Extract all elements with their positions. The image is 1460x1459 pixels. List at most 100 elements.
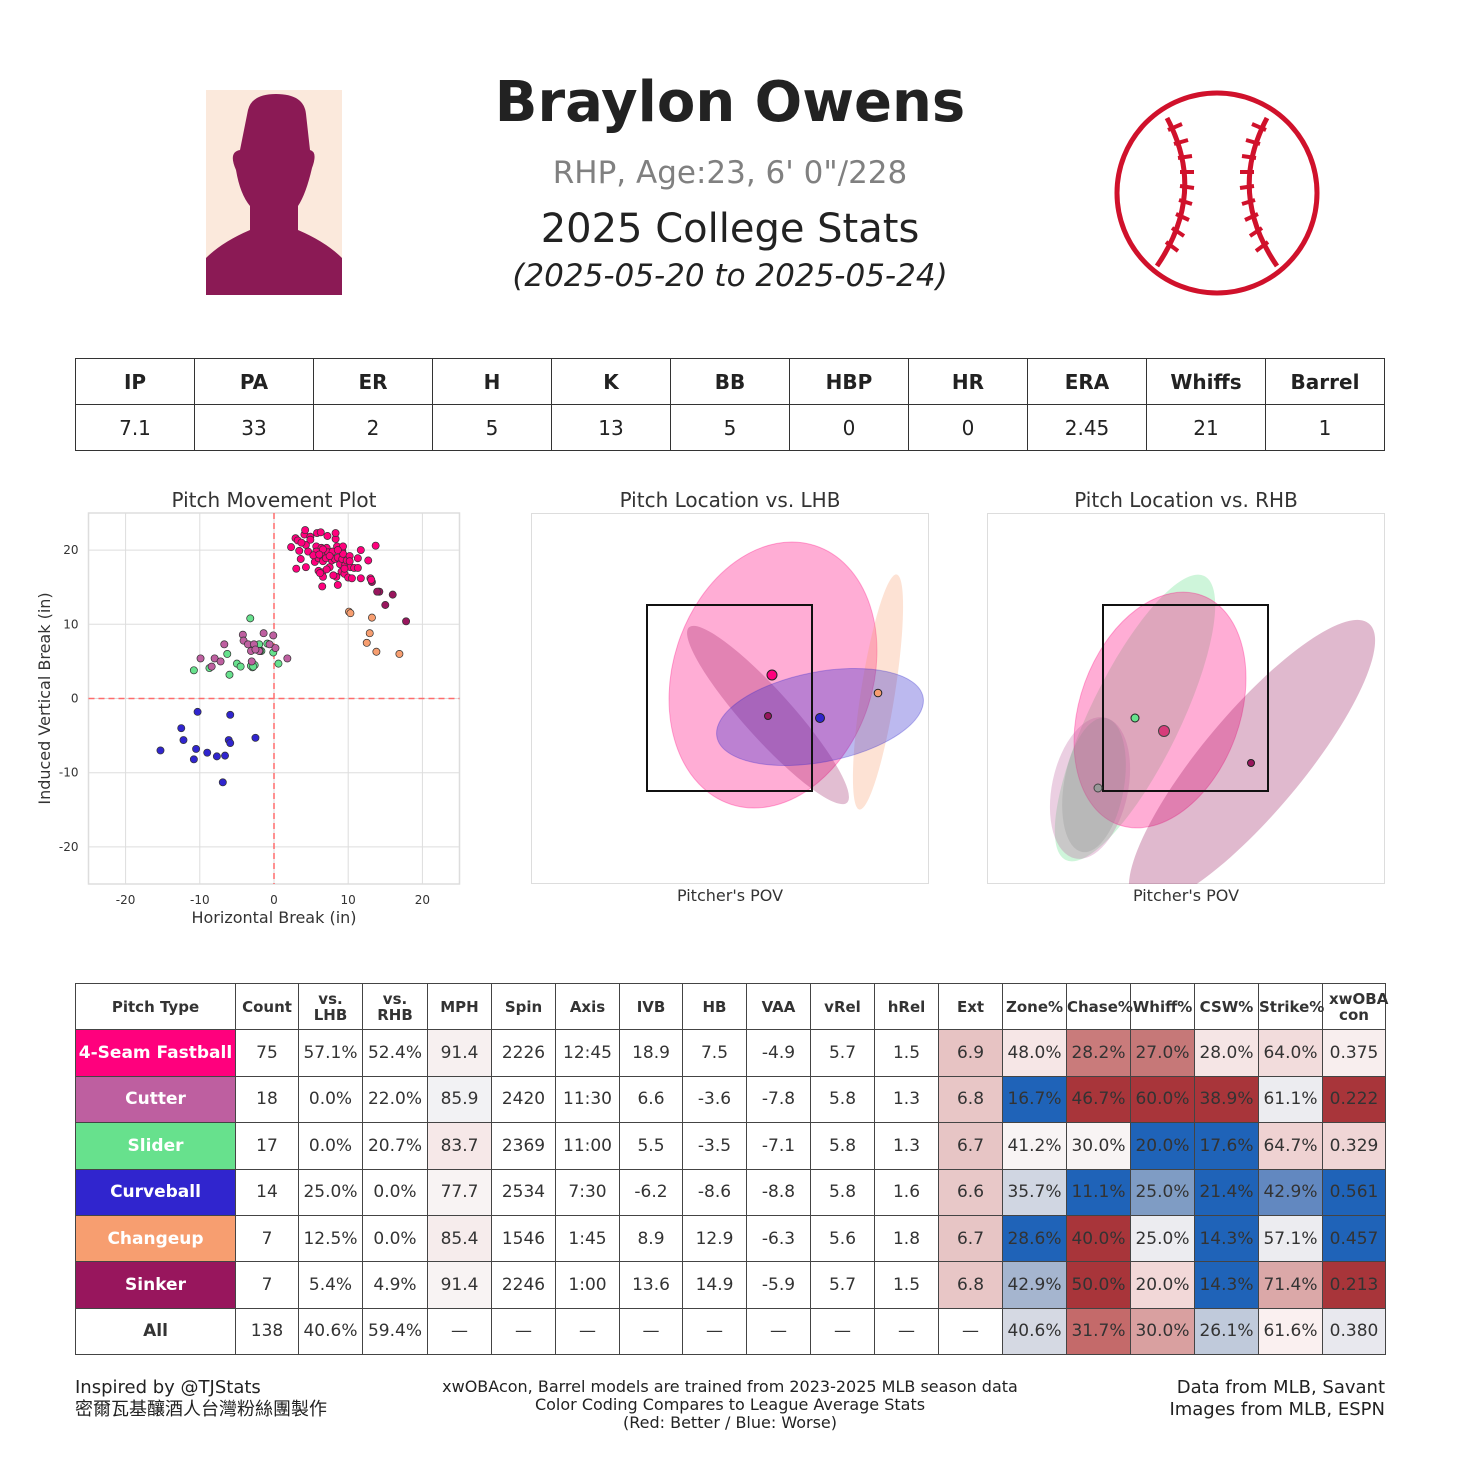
column-header-text: xwOBA con (1329, 989, 1389, 1024)
summary-value-hr: 0 (908, 404, 1028, 451)
pitch-type-cell: Changeup (75, 1214, 236, 1263)
column-header-strike: Strike% (1258, 982, 1324, 1031)
cell-count: 7 (235, 1214, 299, 1263)
pitch-breakdown-table: Pitch Type Count vs. LHB vs. RHB MPH Spin Axis… (75, 982, 1389, 1356)
plot-frame (531, 513, 929, 884)
cell-ivb: -6.2 (619, 1168, 683, 1216)
date-range: (2025-05-20 to 2025-05-24) (512, 258, 948, 294)
4-seam-fastball-point (333, 581, 342, 589)
cell-chase: 31.7% (1066, 1307, 1131, 1356)
pitch-type-cell: Slider (75, 1122, 236, 1170)
changeup-point (372, 647, 381, 656)
cell-csw: 17.6% (1194, 1122, 1259, 1170)
pitch-type-cell: Cutter (75, 1075, 236, 1124)
cell-spin: 2369 (491, 1122, 556, 1170)
cell-vs-lhb: 40.6% (298, 1307, 363, 1356)
4-seam-fastball-point (292, 564, 301, 573)
summary-header-bb: BB (670, 358, 790, 405)
changeup-mean-location (873, 688, 883, 698)
summary-header-h: H (432, 358, 552, 405)
cell-whiff: 20.0% (1130, 1122, 1195, 1170)
column-header-mph: MPH (427, 982, 492, 1031)
cell-whiff: 25.0% (1130, 1168, 1195, 1216)
summary-header-whiffs: Whiffs (1146, 358, 1266, 405)
cutter-point (216, 657, 225, 666)
cell-ext: 6.7 (938, 1122, 1003, 1170)
slider-point (189, 666, 198, 675)
4-seam-fastball-point (347, 574, 356, 583)
summary-value-barrel: 1 (1265, 404, 1385, 451)
summary-value-er: 2 (313, 404, 433, 451)
cutter-mean-location (1093, 783, 1103, 793)
cutter-point (251, 645, 260, 654)
sinker-mean-location (764, 712, 772, 720)
4-seam-fastball-point (318, 582, 327, 591)
slider-point (246, 614, 255, 623)
cell-hb: -3.5 (682, 1122, 747, 1170)
cell-chase: 46.7% (1066, 1075, 1131, 1124)
summary-value-k: 13 (551, 404, 671, 451)
cutter-point (283, 654, 292, 663)
column-header-xwoba-con: xwOBA con (1322, 982, 1389, 1031)
player-photo (206, 90, 342, 295)
4-seam-fastball-point (325, 552, 334, 560)
changeup-point (365, 629, 374, 638)
image-source: Images from MLB, ESPN (1169, 1399, 1385, 1420)
4-seam-fastball-point (364, 556, 373, 565)
rhb-location-plot (987, 513, 1385, 884)
table-row-curveball: Curveball 14 25.0% 0.0% 77.7 2534 7:30 -6.2 -8.6… (75, 1168, 1386, 1216)
cell-mph: — (427, 1307, 492, 1356)
summary-header-hr: HR (908, 358, 1028, 405)
credit-fan-group: 密爾瓦基釀酒人台灣粉絲團製作 (75, 1399, 327, 1420)
summary-value-era: 2.45 (1027, 404, 1147, 451)
cell-vs-lhb: 5.4% (298, 1261, 363, 1309)
cell-hrel: — (874, 1307, 939, 1356)
cell-ext: 6.8 (938, 1261, 1003, 1309)
slider-point (274, 659, 283, 668)
cell-vs-lhb: 0.0% (298, 1075, 363, 1124)
4-seam-fastball-point (367, 575, 376, 584)
cell-count: 75 (235, 1029, 299, 1077)
sinker-point (373, 587, 382, 596)
cell-vs-rhb: 59.4% (362, 1307, 428, 1356)
cell-hrel: 1.8 (874, 1214, 939, 1263)
cell-vrel: 5.7 (810, 1261, 875, 1309)
rhb-plot-xlabel: Pitcher's POV (1132, 886, 1240, 905)
cell-spin: 2420 (491, 1075, 556, 1124)
cutter-point (271, 644, 280, 652)
cell-strike: 64.7% (1258, 1122, 1323, 1170)
curveball-point (193, 707, 202, 716)
cell-whiff: 25.0% (1130, 1214, 1195, 1263)
4-seam-fastball-point (301, 563, 310, 572)
x-tick-label: 10 (341, 893, 356, 907)
summary-value-ip: 7.1 (75, 404, 195, 451)
cell-hb: -8.6 (682, 1168, 747, 1216)
cell-hrel: 1.3 (874, 1075, 939, 1124)
cell-vs-rhb: 0.0% (362, 1168, 428, 1216)
changeup-point (362, 638, 371, 647)
cell-hb: — (682, 1307, 747, 1356)
pitch-type-cell: Sinker (75, 1261, 236, 1309)
cell-vaa: -7.1 (746, 1122, 811, 1170)
cell-vaa: -4.9 (746, 1029, 811, 1077)
cell-axis: 7:30 (555, 1168, 620, 1216)
4-seam-fastball-point (329, 571, 338, 580)
cell-zone: 28.6% (1002, 1214, 1067, 1263)
cell-vaa: -7.8 (746, 1075, 811, 1124)
cell-vaa: -8.8 (746, 1168, 811, 1216)
curveball-point (226, 739, 235, 747)
baseball-logo-icon (1114, 90, 1320, 296)
summary-header-k: K (551, 358, 671, 405)
cell-chase: 28.2% (1066, 1029, 1131, 1077)
player-name: Braylon Owens (494, 70, 966, 135)
credit-inspired: Inspired by @TJStats (75, 1377, 261, 1398)
summary-header-pa: PA (194, 358, 314, 405)
cell-strike: 64.0% (1258, 1029, 1323, 1077)
cell-mph: 91.4 (427, 1029, 492, 1077)
cell-xwoba-con: 0.380 (1322, 1307, 1386, 1356)
cell-mph: 91.4 (427, 1261, 492, 1309)
cell-axis: 12:45 (555, 1029, 620, 1077)
sinker-point (402, 617, 411, 626)
rhb-plot-title: Pitch Location vs. RHB (1074, 488, 1298, 512)
y-tick-label: -20 (59, 840, 79, 854)
